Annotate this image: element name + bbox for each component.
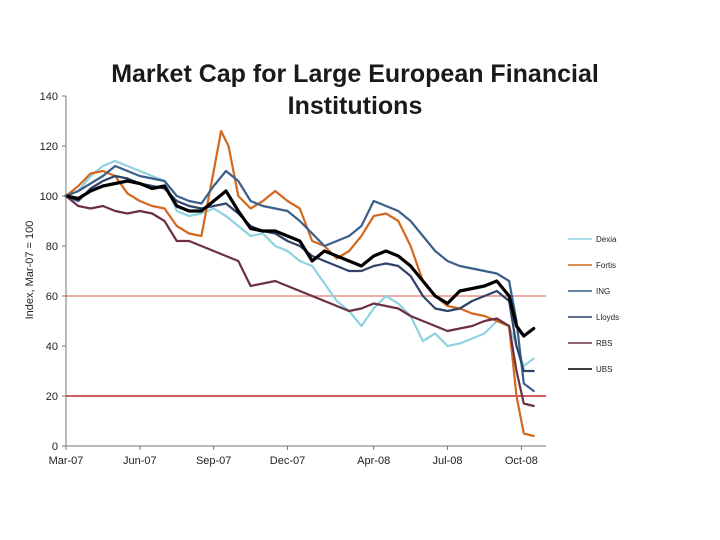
y-tick-label: 100 xyxy=(40,191,58,203)
chart-title-line-2: Institutions xyxy=(287,92,423,120)
legend-item-lloyds: Lloyds xyxy=(568,313,619,322)
x-tick-label: Apr-08 xyxy=(357,455,390,467)
x-tick-label: Mar-07 xyxy=(49,455,84,467)
legend-label: Fortis xyxy=(596,261,616,270)
y-tick-label: 60 xyxy=(46,291,58,303)
y-tick-label: 80 xyxy=(46,241,58,253)
chart-title: Market Cap for Large European Financial … xyxy=(100,58,610,122)
y-axis-label: Index, Mar-07 = 100 xyxy=(24,221,36,320)
series-lines xyxy=(64,129,536,438)
x-tick-label: Dec-07 xyxy=(270,455,305,467)
series-line-ing xyxy=(64,164,535,393)
y-tick-label: 20 xyxy=(46,391,58,403)
legend-item-ubs: UBS xyxy=(568,365,612,374)
chart-title-line-1: Market Cap for Large European Financial xyxy=(111,60,599,88)
legend: Dexia Fortis ING Lloyds RBS UBS xyxy=(568,235,619,374)
x-tick-label: Sep-07 xyxy=(196,455,231,467)
y-tick-label: 120 xyxy=(40,141,58,153)
legend-label: ING xyxy=(596,287,610,296)
x-tick-label: Oct-08 xyxy=(505,455,538,467)
legend-item-dexia: Dexia xyxy=(568,235,617,244)
x-tick-label: Jun-07 xyxy=(123,455,157,467)
y-tick-label: 140 xyxy=(40,91,58,103)
series-line-fortis xyxy=(64,129,535,438)
series-line-dexia xyxy=(64,159,535,368)
y-tick-label: 0 xyxy=(52,441,58,453)
y-tick-label: 40 xyxy=(46,341,58,353)
legend-item-rbs: RBS xyxy=(568,339,612,348)
legend-label: UBS xyxy=(596,365,612,374)
legend-item-ing: ING xyxy=(568,287,610,296)
axes: 0 20 40 60 80 100 120 140 Mar-07 Jun-07 Sep-07 Dec-… xyxy=(40,91,546,467)
series-line-ubs xyxy=(64,179,536,338)
legend-label: Dexia xyxy=(596,235,617,244)
reference-lines xyxy=(66,295,546,397)
legend-label: Lloyds xyxy=(596,313,619,322)
x-tick-label: Jul-08 xyxy=(433,455,463,467)
legend-label: RBS xyxy=(596,339,612,348)
series-line-rbs xyxy=(64,194,535,408)
legend-item-fortis: Fortis xyxy=(568,261,616,270)
